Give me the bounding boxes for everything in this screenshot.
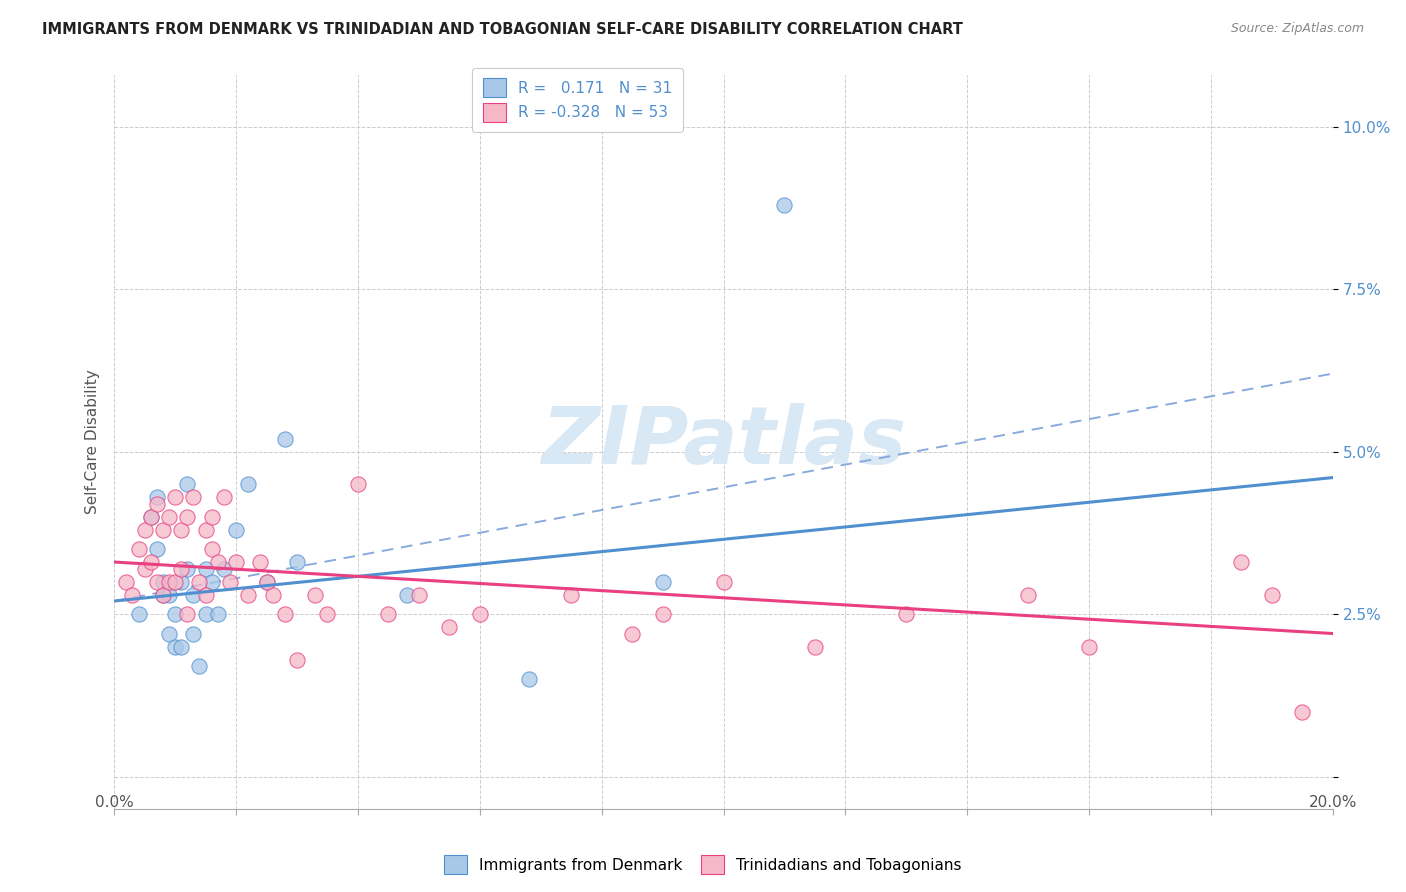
Point	[225, 523, 247, 537]
Point	[468, 607, 491, 621]
Point	[165, 607, 187, 621]
Point	[165, 490, 187, 504]
Point	[194, 588, 217, 602]
Point	[146, 490, 169, 504]
Point	[152, 588, 174, 602]
Point	[128, 542, 150, 557]
Point	[146, 497, 169, 511]
Point	[188, 574, 211, 589]
Point	[152, 523, 174, 537]
Point	[176, 509, 198, 524]
Point	[170, 523, 193, 537]
Point	[238, 477, 260, 491]
Point	[651, 574, 673, 589]
Point	[152, 588, 174, 602]
Text: IMMIGRANTS FROM DENMARK VS TRINIDADIAN AND TOBAGONIAN SELF-CARE DISABILITY CORRE: IMMIGRANTS FROM DENMARK VS TRINIDADIAN A…	[42, 22, 963, 37]
Point	[194, 523, 217, 537]
Point	[304, 588, 326, 602]
Point	[170, 640, 193, 654]
Point	[377, 607, 399, 621]
Point	[517, 672, 540, 686]
Point	[176, 561, 198, 575]
Point	[621, 626, 644, 640]
Point	[152, 574, 174, 589]
Text: 0.0%: 0.0%	[94, 795, 134, 810]
Point	[285, 555, 308, 569]
Point	[157, 509, 180, 524]
Point	[225, 555, 247, 569]
Point	[408, 588, 430, 602]
Point	[183, 490, 205, 504]
Point	[560, 588, 582, 602]
Legend: R =   0.171   N = 31, R = -0.328   N = 53: R = 0.171 N = 31, R = -0.328 N = 53	[472, 68, 683, 132]
Point	[207, 555, 229, 569]
Point	[188, 659, 211, 673]
Point	[1230, 555, 1253, 569]
Point	[201, 542, 224, 557]
Point	[146, 542, 169, 557]
Point	[157, 588, 180, 602]
Point	[201, 509, 224, 524]
Point	[194, 561, 217, 575]
Point	[128, 607, 150, 621]
Point	[1017, 588, 1039, 602]
Point	[238, 588, 260, 602]
Point	[347, 477, 370, 491]
Point	[651, 607, 673, 621]
Point	[773, 197, 796, 211]
Point	[274, 607, 297, 621]
Point	[201, 574, 224, 589]
Point	[170, 561, 193, 575]
Point	[146, 574, 169, 589]
Point	[804, 640, 827, 654]
Point	[176, 477, 198, 491]
Point	[285, 652, 308, 666]
Point	[1291, 705, 1313, 719]
Point	[212, 490, 235, 504]
Point	[134, 561, 156, 575]
Point	[207, 607, 229, 621]
Point	[121, 588, 143, 602]
Point	[157, 574, 180, 589]
Point	[316, 607, 339, 621]
Point	[183, 588, 205, 602]
Point	[134, 523, 156, 537]
Text: Source: ZipAtlas.com: Source: ZipAtlas.com	[1230, 22, 1364, 36]
Text: 20.0%: 20.0%	[1309, 795, 1357, 810]
Point	[115, 574, 138, 589]
Point	[194, 607, 217, 621]
Point	[256, 574, 278, 589]
Point	[139, 555, 162, 569]
Point	[183, 626, 205, 640]
Point	[219, 574, 242, 589]
Point	[439, 620, 461, 634]
Point	[139, 509, 162, 524]
Point	[165, 574, 187, 589]
Point	[395, 588, 418, 602]
Point	[274, 432, 297, 446]
Point	[157, 626, 180, 640]
Point	[1078, 640, 1101, 654]
Point	[176, 607, 198, 621]
Y-axis label: Self-Care Disability: Self-Care Disability	[86, 369, 100, 514]
Point	[1261, 588, 1284, 602]
Point	[212, 561, 235, 575]
Text: ZIPatlas: ZIPatlas	[541, 403, 905, 481]
Legend: Immigrants from Denmark, Trinidadians and Tobagonians: Immigrants from Denmark, Trinidadians an…	[439, 849, 967, 880]
Point	[262, 588, 284, 602]
Point	[139, 509, 162, 524]
Point	[713, 574, 735, 589]
Point	[896, 607, 918, 621]
Point	[249, 555, 271, 569]
Point	[165, 640, 187, 654]
Point	[170, 574, 193, 589]
Point	[256, 574, 278, 589]
